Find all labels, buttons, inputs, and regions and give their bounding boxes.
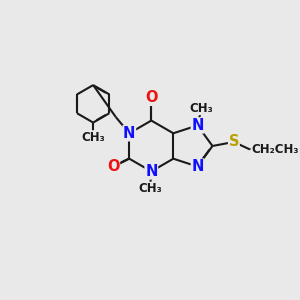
Text: N: N — [191, 118, 204, 133]
Text: N: N — [191, 159, 204, 174]
Text: CH₂CH₃: CH₂CH₃ — [251, 143, 298, 156]
Text: CH₃: CH₃ — [81, 131, 105, 144]
Text: O: O — [107, 159, 119, 174]
Text: CH₃: CH₃ — [190, 101, 213, 115]
Text: N: N — [123, 126, 136, 141]
Text: S: S — [229, 134, 239, 149]
Text: N: N — [145, 164, 158, 179]
Text: O: O — [145, 90, 158, 105]
Text: CH₃: CH₃ — [138, 182, 162, 195]
